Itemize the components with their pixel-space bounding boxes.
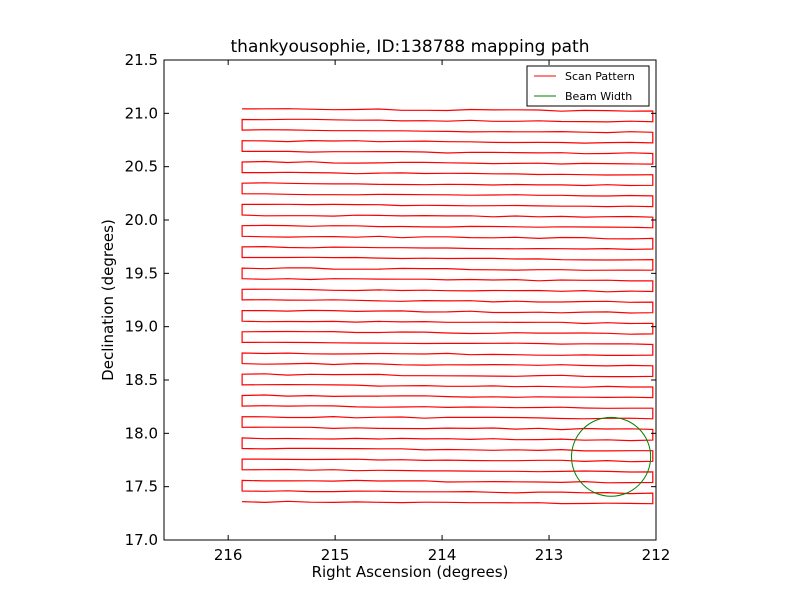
- y-tick-label: 18.0: [125, 424, 158, 442]
- scan-pattern-line: [241, 108, 654, 505]
- y-tick-label: 17.0: [125, 531, 158, 549]
- ticks-layer: 216 215 214 213 212 17.0 17.5 18.0 18.5 19.0 19.5 2…: [125, 51, 671, 564]
- y-tick-label: 18.5: [125, 371, 158, 389]
- y-tick-label: 20.5: [125, 158, 158, 176]
- x-tick-label: 213: [535, 546, 564, 564]
- x-tick-label: 212: [642, 546, 671, 564]
- plot-frame: [163, 59, 657, 541]
- beam-width-circle: [571, 416, 652, 497]
- y-tick-label: 20.0: [125, 211, 158, 229]
- y-tick-label: 19.5: [125, 264, 158, 282]
- chart-title: thankyousophie, ID:138788 mapping path: [231, 37, 590, 57]
- y-tick-label: 21.0: [125, 104, 158, 122]
- x-tick-label: 215: [321, 546, 350, 564]
- x-tick-label: 216: [214, 546, 243, 564]
- y-tick-label: 19.0: [125, 318, 158, 336]
- y-tick-label: 21.5: [125, 51, 158, 69]
- x-axis-label: Right Ascension (degrees): [312, 563, 509, 581]
- y-tick-label: 17.5: [125, 478, 158, 496]
- y-axis-label: Declination (degrees): [99, 219, 117, 381]
- series-layer: [241, 108, 654, 505]
- legend-label-beam-width: Beam Width: [565, 90, 632, 103]
- legend: Scan Pattern Beam Width: [526, 65, 650, 107]
- legend-label-scan-pattern: Scan Pattern: [565, 70, 635, 83]
- x-tick-label: 214: [428, 546, 457, 564]
- legend-box: [526, 65, 650, 107]
